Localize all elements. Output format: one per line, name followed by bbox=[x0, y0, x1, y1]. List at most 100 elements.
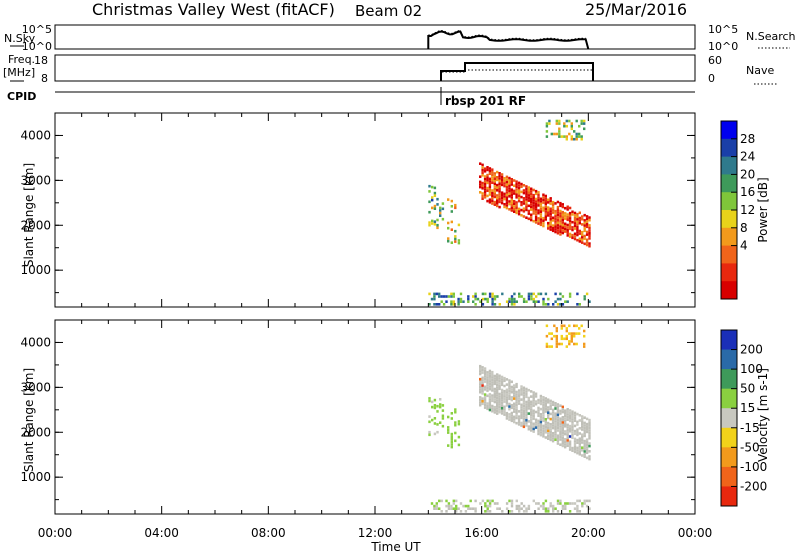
data-cell bbox=[530, 390, 533, 393]
data-cell bbox=[549, 215, 552, 218]
data-cell bbox=[503, 195, 506, 198]
data-cell bbox=[542, 206, 545, 210]
data-cell bbox=[481, 368, 484, 372]
data-cell bbox=[522, 417, 526, 421]
station-title: Christmas Valley West (fitACF) bbox=[92, 0, 335, 19]
data-cell bbox=[510, 188, 513, 191]
data-cell bbox=[583, 229, 586, 233]
data-cell bbox=[518, 295, 521, 298]
data-cell bbox=[488, 188, 492, 191]
data-cell bbox=[576, 233, 579, 237]
data-cell bbox=[479, 380, 482, 384]
data-cell bbox=[556, 499, 560, 503]
data-cell bbox=[483, 369, 487, 373]
data-cell bbox=[588, 499, 591, 503]
data-cell bbox=[539, 407, 543, 411]
data-cell bbox=[537, 432, 540, 436]
data-cell bbox=[440, 510, 443, 513]
data-cell bbox=[561, 205, 564, 209]
data-cell bbox=[517, 417, 521, 421]
data-cell bbox=[428, 433, 431, 437]
data-cell bbox=[568, 419, 572, 423]
data-cell bbox=[517, 410, 521, 413]
data-cell bbox=[559, 212, 562, 215]
data-cell bbox=[520, 195, 523, 199]
data-cell bbox=[539, 426, 543, 429]
data-cell bbox=[510, 191, 513, 194]
data-cell bbox=[491, 389, 494, 392]
data-cell bbox=[525, 413, 528, 417]
data-cell bbox=[534, 418, 538, 422]
data-cell bbox=[583, 219, 586, 222]
data-cell bbox=[578, 442, 581, 446]
data-cell bbox=[549, 423, 552, 426]
data-cell bbox=[479, 185, 482, 189]
data-cell bbox=[515, 193, 518, 196]
data-cell bbox=[568, 295, 572, 298]
data-cell bbox=[488, 292, 492, 296]
data-cell bbox=[559, 292, 562, 296]
data-cell bbox=[566, 436, 569, 440]
data-cell bbox=[549, 207, 552, 211]
data-cell bbox=[513, 189, 516, 193]
data-cell bbox=[498, 379, 501, 383]
velocity-colorbar-label: Velocity [m s-1] bbox=[756, 368, 770, 462]
data-cell bbox=[522, 191, 526, 195]
data-cell bbox=[513, 184, 516, 187]
data-cell bbox=[527, 194, 530, 197]
data-cell bbox=[479, 372, 482, 376]
data-cell bbox=[556, 229, 560, 232]
data-cell bbox=[532, 499, 535, 503]
data-cell bbox=[556, 216, 560, 219]
data-cell bbox=[571, 415, 574, 419]
data-cell bbox=[585, 243, 589, 247]
data-cell bbox=[544, 397, 547, 400]
data-cell bbox=[563, 324, 566, 328]
data-cell bbox=[556, 200, 560, 204]
data-cell bbox=[583, 297, 586, 301]
x-axis-tick-labels: 00:00 04:00 08:00 12:00 16:00 20:00 00:00 bbox=[38, 526, 713, 540]
data-cell bbox=[583, 416, 586, 419]
ytick-label: 1000 bbox=[20, 263, 51, 277]
data-cell bbox=[539, 215, 543, 219]
data-cell bbox=[580, 137, 583, 141]
data-cell bbox=[568, 427, 572, 430]
data-cell bbox=[525, 510, 528, 513]
data-cell bbox=[500, 404, 504, 407]
freq-unit-label: [MHz] bbox=[3, 66, 35, 79]
data-cell bbox=[537, 209, 540, 212]
data-cell bbox=[527, 388, 530, 392]
data-cell bbox=[508, 297, 511, 301]
data-cell bbox=[525, 193, 528, 196]
data-cell bbox=[554, 209, 557, 213]
data-cell bbox=[505, 378, 509, 381]
data-cell bbox=[566, 213, 569, 216]
colorbar-tick-label: 20 bbox=[740, 167, 755, 181]
data-cell bbox=[530, 205, 533, 209]
data-cell bbox=[558, 122, 561, 125]
data-cell bbox=[544, 205, 547, 208]
data-cell bbox=[537, 430, 540, 433]
data-cell bbox=[488, 406, 492, 409]
data-cell bbox=[585, 215, 589, 218]
data-cell bbox=[568, 448, 572, 451]
data-cell bbox=[522, 396, 526, 400]
data-cell bbox=[445, 499, 448, 503]
data-cell bbox=[510, 419, 513, 423]
data-cell bbox=[496, 502, 499, 505]
data-cell bbox=[537, 222, 540, 225]
data-cell bbox=[537, 201, 540, 205]
data-cell bbox=[530, 295, 533, 298]
data-cell bbox=[556, 429, 560, 432]
data-cell bbox=[580, 122, 583, 125]
data-cell bbox=[505, 393, 509, 397]
data-cell bbox=[583, 432, 586, 435]
ytick-label: 3000 bbox=[20, 173, 51, 187]
data-cell bbox=[513, 402, 516, 406]
data-cell bbox=[556, 411, 560, 414]
colorbar-swatch bbox=[721, 281, 737, 300]
data-cell bbox=[553, 324, 556, 328]
data-cell bbox=[433, 432, 437, 436]
data-cell bbox=[515, 411, 518, 415]
data-cell bbox=[553, 132, 556, 136]
